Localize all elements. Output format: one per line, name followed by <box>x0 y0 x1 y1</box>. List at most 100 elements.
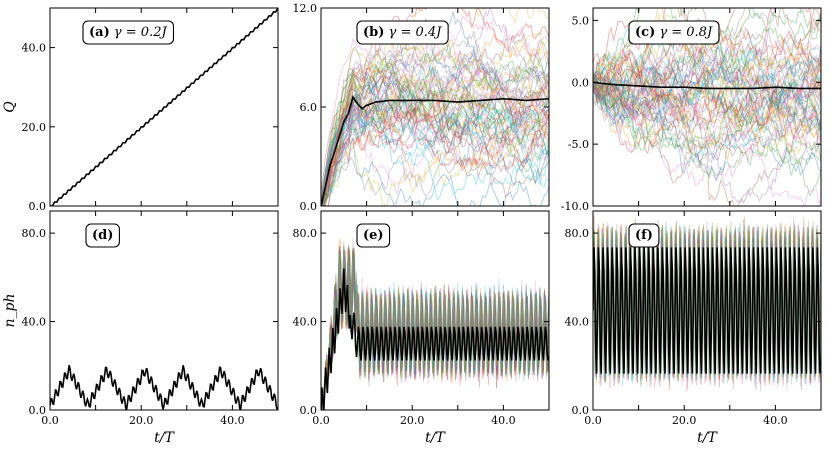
trajectory-line-c-47 <box>593 43 821 122</box>
trajectory-line-e-37 <box>321 248 549 410</box>
trajectory-line-c-4 <box>593 49 821 108</box>
y-axis-label-d: n_ph <box>2 294 18 328</box>
x-tick-label-e: 20.0 <box>400 414 425 427</box>
series-line-b-mean <box>321 95 549 206</box>
trajectory-line-e-38 <box>321 252 549 406</box>
trajectory-line-c-52 <box>593 75 821 196</box>
series-line-c-mean <box>593 81 821 90</box>
trajectory-line-b-32 <box>321 68 549 206</box>
axes-frame-f <box>592 210 822 411</box>
trajectory-line-c-32 <box>593 79 821 150</box>
plot-area-e <box>321 237 549 410</box>
trajectory-line-c-58 <box>593 50 821 155</box>
trajectory-line-b-49 <box>321 80 549 202</box>
panel-e: 0.0 40.0 80.0 0.0 20.0 40.0 t/T (e) <box>293 210 550 446</box>
trajectory-line-c-53 <box>593 48 821 108</box>
trajectory-line-b-50 <box>321 74 549 206</box>
trajectory-line-b-54 <box>321 38 549 206</box>
trajectory-line-e-35 <box>321 241 549 409</box>
trajectory-line-b-15 <box>327 31 549 206</box>
x-axis-label-f: t/T <box>697 430 718 446</box>
trajectory-line-e-15 <box>321 257 549 410</box>
series-line-f-mean <box>593 247 821 374</box>
trajectory-line-c-16 <box>593 41 821 141</box>
trajectory-line-b-6 <box>321 86 549 206</box>
trajectory-line-b-48 <box>321 8 549 206</box>
trajectory-line-e-8 <box>321 249 549 407</box>
trajectory-line-c-44 <box>593 29 821 104</box>
trajectory-line-c-31 <box>593 70 821 161</box>
trajectory-line-b-58 <box>325 120 549 206</box>
trajectory-line-c-19 <box>593 56 821 126</box>
trajectory-line-b-38 <box>321 61 549 206</box>
panel-label-f: (f) <box>628 223 660 248</box>
trajectory-line-b-31 <box>321 84 549 206</box>
trajectory-line-b-59 <box>321 109 549 205</box>
trajectory-line-c-43 <box>593 46 821 127</box>
panel-label-text-b: (b) γ = 0.4J <box>363 25 442 40</box>
trajectory-line-b-51 <box>321 67 549 199</box>
y-tick-label-a: 40.0 <box>22 42 47 55</box>
axes-frame-d <box>49 210 279 411</box>
trajectory-line-c-34 <box>593 70 821 144</box>
trajectory-line-b-9 <box>323 101 549 206</box>
trajectory-line-b-27 <box>321 67 549 192</box>
trajectory-line-b-55 <box>321 84 549 203</box>
trajectory-line-c-9 <box>593 71 821 157</box>
panel-b: 0.0 6.0 12.0 (b) γ = 0.4J <box>293 2 550 213</box>
trajectory-line-b-23 <box>321 88 549 206</box>
trajectory-line-c-41 <box>593 8 821 115</box>
trajectory-line-c-5 <box>593 83 821 206</box>
y-tick-label-f: 80.0 <box>565 227 590 240</box>
trajectory-line-c-38 <box>593 41 821 111</box>
trajectory-line-c-1 <box>593 36 821 130</box>
trajectory-line-b-22 <box>321 89 549 201</box>
trajectory-line-b-53 <box>323 66 549 206</box>
panel-label-box-f <box>628 223 660 248</box>
trajectory-line-b-52 <box>322 72 549 206</box>
trajectory-line-c-35 <box>593 79 821 184</box>
trajectory-line-c-6 <box>593 40 821 100</box>
trajectory-line-c-30 <box>593 70 821 161</box>
trajectory-line-c-0 <box>593 55 821 125</box>
trajectory-line-c-27 <box>593 25 821 135</box>
trajectory-line-b-0 <box>327 137 549 206</box>
panel-label-box-a <box>82 20 175 45</box>
panel-c: -10.0 -5.0 0.0 5.0 (c) γ = 0.8J <box>561 7 822 213</box>
trajectory-line-c-17 <box>593 8 802 109</box>
trajectory-line-b-47 <box>322 44 549 206</box>
x-axis-label-e: t/T <box>425 430 446 446</box>
trajectory-line-b-30 <box>321 91 549 206</box>
trajectory-line-e-10 <box>321 256 549 410</box>
trajectory-line-b-42 <box>322 43 549 206</box>
panel-label-box-e <box>356 223 391 248</box>
panel-label-e: (e) <box>356 223 391 248</box>
trajectory-line-e-7 <box>321 254 549 409</box>
panel-label-text-e: (e) <box>363 228 384 243</box>
y-tick-label-a: 20.0 <box>22 121 47 134</box>
trajectory-line-c-50 <box>593 54 821 177</box>
panel-f: 0.0 40.0 80.0 0.0 20.0 40.0 t/T (f) <box>565 210 822 446</box>
trajectory-line-b-4 <box>321 69 549 202</box>
y-tick-label-c: -5.0 <box>568 138 589 151</box>
panel-a: 0.0 20.0 40.0 Q (a) γ = 0.2J <box>2 7 279 213</box>
y-tick-label-f: 0.0 <box>572 404 590 417</box>
series-line-e-mean <box>321 268 549 410</box>
trajectory-line-c-23 <box>593 72 821 155</box>
panel-label-a: (a) γ = 0.2J <box>82 20 175 45</box>
trajectory-line-c-54 <box>593 85 821 164</box>
trajectory-line-b-13 <box>321 8 549 206</box>
x-tick-label-f: 40.0 <box>763 414 788 427</box>
axes-frame-e <box>320 210 550 411</box>
y-tick-label-d: 0.0 <box>29 404 47 417</box>
trajectory-line-c-21 <box>593 85 821 148</box>
trajectory-line-c-46 <box>593 50 821 133</box>
axes-frame-c <box>592 7 822 207</box>
series-line-a-mean <box>50 8 278 206</box>
x-tick-label-d: 40.0 <box>220 414 245 427</box>
trajectory-line-c-51 <box>593 64 821 148</box>
x-tick-label-f: 20.0 <box>672 414 697 427</box>
trajectory-line-b-29 <box>323 63 549 206</box>
trajectory-line-b-16 <box>321 69 549 206</box>
y-tick-label-e: 0.0 <box>300 404 318 417</box>
